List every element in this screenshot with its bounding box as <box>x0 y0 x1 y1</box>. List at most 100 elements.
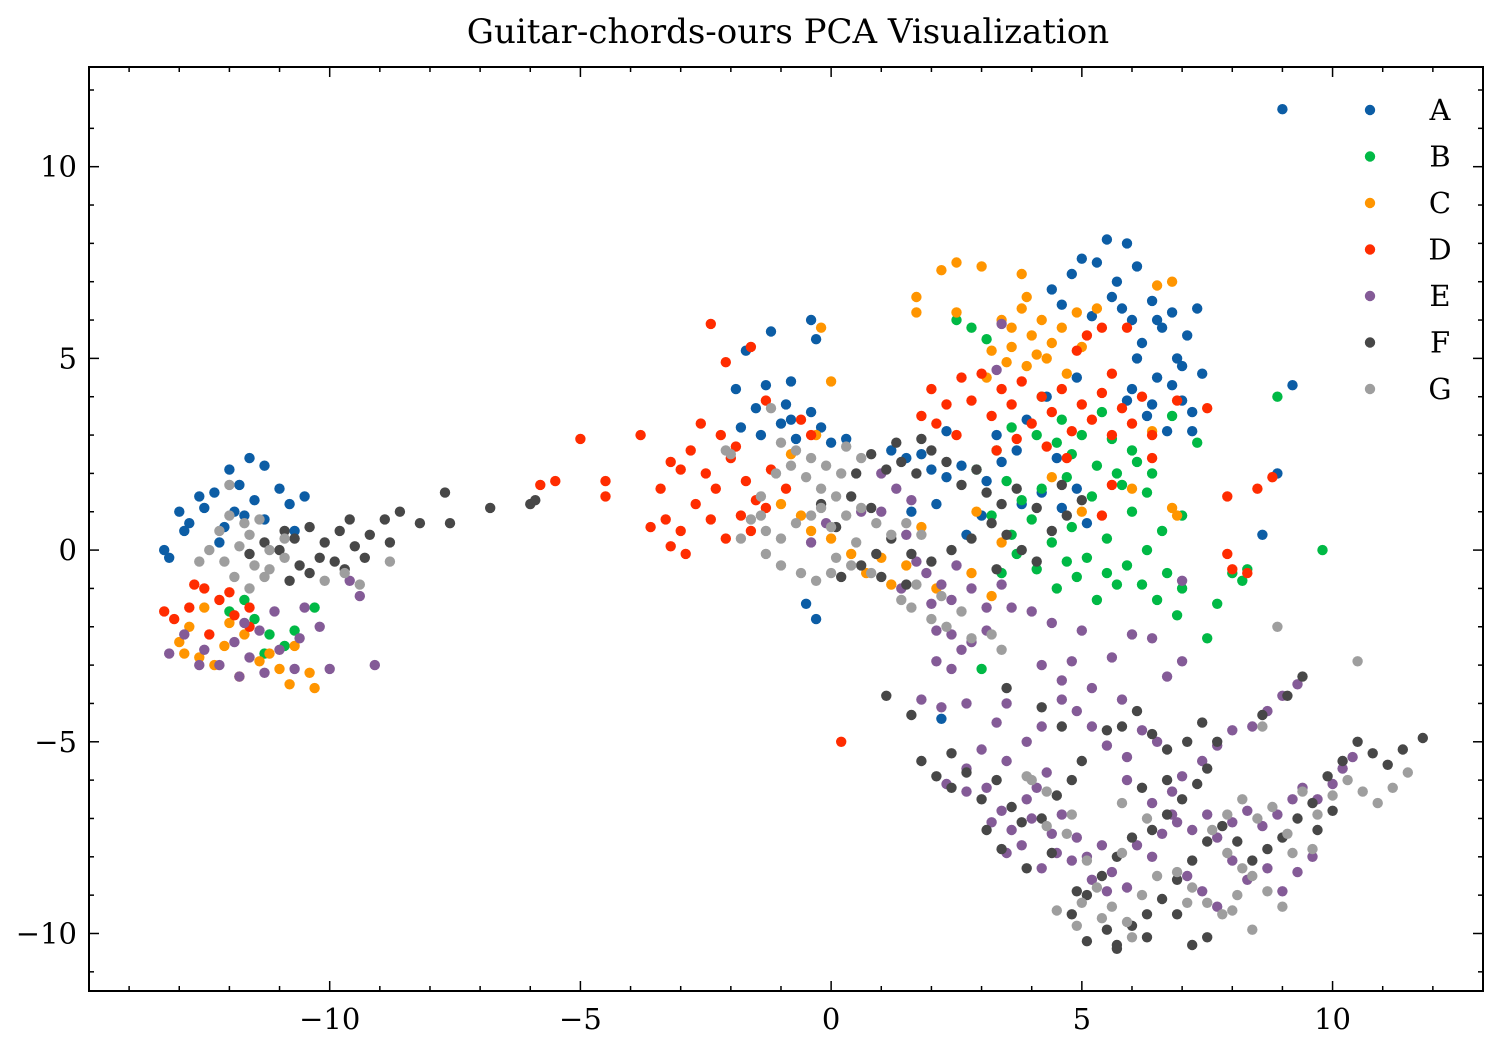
data-point <box>1202 932 1213 943</box>
data-point <box>941 456 952 468</box>
data-point <box>996 383 1007 395</box>
legend-entry-G: G <box>1364 372 1452 406</box>
data-point <box>1026 418 1037 429</box>
data-point <box>1041 441 1052 452</box>
data-point <box>1297 671 1308 682</box>
data-point <box>274 483 285 494</box>
data-point <box>219 640 230 652</box>
data-point <box>785 376 797 387</box>
data-point <box>1066 855 1078 866</box>
data-point <box>1066 521 1078 533</box>
data-point <box>830 552 842 563</box>
data-point <box>961 698 972 709</box>
data-point <box>961 767 972 778</box>
data-point <box>1096 322 1108 333</box>
data-point <box>1016 495 1027 506</box>
data-point <box>1021 736 1032 747</box>
data-point <box>916 755 927 767</box>
data-point <box>219 556 230 567</box>
data-point <box>164 552 175 563</box>
data-point <box>1272 621 1283 632</box>
data-point <box>931 625 942 636</box>
data-point <box>901 560 912 571</box>
data-point <box>936 713 947 724</box>
data-point <box>805 537 817 548</box>
data-point <box>700 468 711 479</box>
data-point <box>665 456 676 468</box>
data-point <box>790 445 802 456</box>
y-tick-label: −5 <box>34 725 77 759</box>
data-point <box>775 560 787 571</box>
data-point <box>956 479 967 491</box>
data-point <box>229 636 240 648</box>
y-tick-label: −10 <box>16 916 77 950</box>
data-point <box>1146 295 1158 307</box>
data-point <box>986 518 997 529</box>
data-point <box>284 679 295 690</box>
data-point <box>314 552 325 563</box>
data-point <box>1171 395 1183 406</box>
data-point <box>1141 487 1153 498</box>
data-point <box>1121 916 1133 928</box>
data-point <box>1101 234 1113 245</box>
data-point <box>1171 866 1183 878</box>
data-point <box>1151 594 1163 606</box>
data-point <box>1031 564 1042 575</box>
data-point <box>1146 851 1158 862</box>
data-point <box>1121 322 1133 333</box>
data-point <box>1182 897 1193 908</box>
data-point <box>735 533 747 544</box>
data-point <box>956 372 967 383</box>
data-point <box>485 502 496 514</box>
data-point <box>249 613 260 625</box>
data-point <box>414 518 426 529</box>
data-point <box>344 514 355 525</box>
plot-frame <box>88 66 1484 992</box>
data-point <box>805 406 817 418</box>
data-point <box>254 656 265 667</box>
data-point <box>299 602 310 613</box>
data-point <box>790 433 802 445</box>
data-point <box>1171 874 1183 885</box>
data-point <box>906 709 917 721</box>
data-point <box>244 602 255 613</box>
data-point <box>1071 886 1083 897</box>
data-point <box>359 552 370 563</box>
data-point <box>1081 889 1093 901</box>
data-point <box>901 518 912 529</box>
data-point <box>1227 564 1238 575</box>
data-point <box>309 682 320 694</box>
data-point <box>1151 736 1163 747</box>
data-point <box>946 629 957 640</box>
data-point <box>1086 682 1098 694</box>
data-point <box>1016 544 1027 556</box>
series-B <box>224 314 1328 675</box>
data-point <box>1146 824 1158 836</box>
data-point <box>1287 380 1298 391</box>
data-point <box>785 414 797 425</box>
data-point <box>234 541 245 552</box>
data-point <box>790 518 802 529</box>
data-point <box>936 702 947 713</box>
data-point <box>1282 828 1293 839</box>
data-point <box>199 602 210 613</box>
data-point <box>264 544 275 556</box>
data-point <box>1081 936 1093 947</box>
data-point <box>1136 782 1148 793</box>
data-point <box>745 514 757 525</box>
data-point <box>1066 268 1078 280</box>
data-point <box>1182 330 1193 341</box>
data-point <box>339 567 350 579</box>
data-point <box>690 498 701 510</box>
data-point <box>369 659 380 671</box>
data-point <box>1071 483 1083 494</box>
data-point <box>1111 579 1123 590</box>
data-point <box>1327 790 1338 801</box>
data-point <box>1327 778 1338 790</box>
data-point <box>194 659 205 671</box>
data-point <box>645 521 656 533</box>
legend-entry-B: B <box>1364 140 1451 174</box>
legend-entry-E: E <box>1364 279 1451 313</box>
data-point <box>1036 391 1047 402</box>
